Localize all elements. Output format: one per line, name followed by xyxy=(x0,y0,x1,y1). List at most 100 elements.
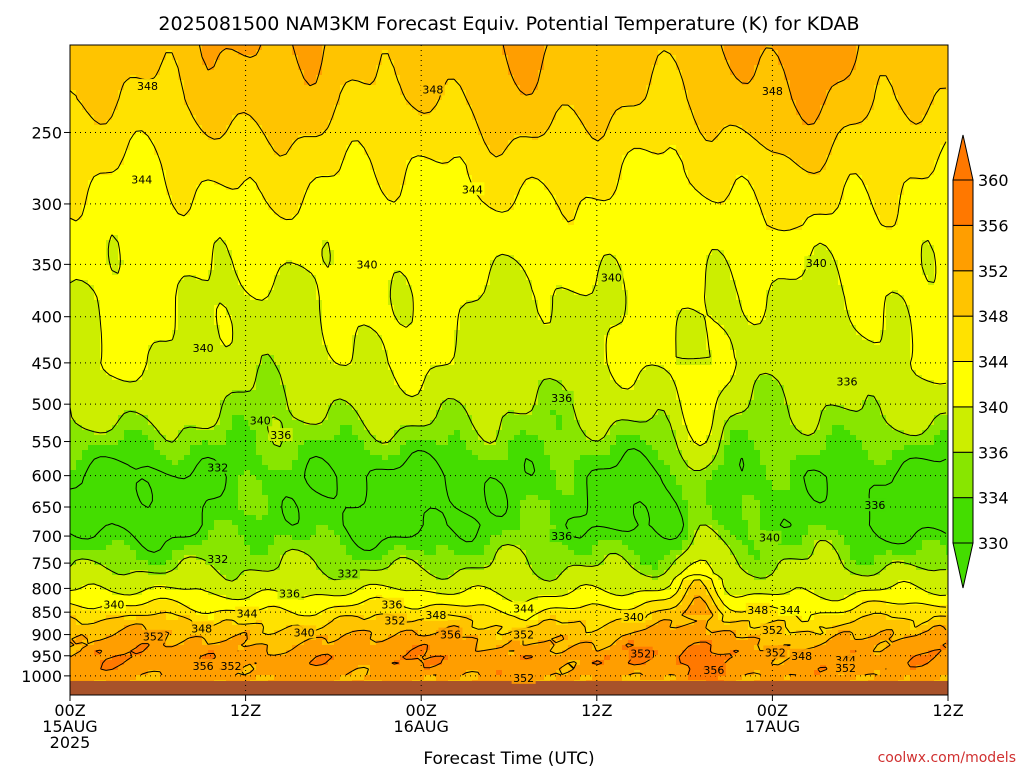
y-tick-label: 550 xyxy=(31,433,62,452)
y-tick-label: 600 xyxy=(31,467,62,486)
contour-label-text: 352 xyxy=(835,662,856,675)
contour-label: 344 xyxy=(235,606,260,621)
contour-label-text: 348 xyxy=(137,80,158,93)
colorbar-segment xyxy=(952,361,974,408)
y-tick-label: 900 xyxy=(31,626,62,645)
x-tick-label: 2025 xyxy=(50,733,91,752)
contour-label-text: 352 xyxy=(765,646,786,659)
contour-label: 336 xyxy=(862,498,887,512)
plot-frame xyxy=(69,44,949,696)
x-tick-label: 12Z xyxy=(581,701,612,720)
contour-label-text: 352 xyxy=(630,648,651,661)
contour-label-text: 332 xyxy=(207,462,228,475)
contour-label: 340 xyxy=(101,597,126,612)
contour-label-text: 336 xyxy=(270,429,291,442)
chart-title: 2025081500 NAM3KM Forecast Equiv. Potent… xyxy=(158,13,859,35)
y-tick-label: 500 xyxy=(31,395,62,414)
contour-label: 336 xyxy=(268,428,293,442)
colorbar-label: 356 xyxy=(978,216,1009,235)
contour-label-layer: 348 348 348 344 344 340 340 340 340 336 336 340 336 3… xyxy=(101,78,887,685)
contour-label-text: 352 xyxy=(384,614,405,627)
contour-label: 340 xyxy=(621,609,646,624)
x-tick-label: 17AUG xyxy=(745,717,800,736)
contour-label-text: 336 xyxy=(279,587,300,600)
contour-label: 356 xyxy=(701,662,726,677)
contour-label: 348 xyxy=(423,607,448,622)
y-tick-label: 1000 xyxy=(21,667,62,686)
contour-344 xyxy=(70,130,947,623)
contour-label: 348 xyxy=(189,621,214,635)
colorbar-label: 330 xyxy=(978,534,1009,553)
contour-label: 344 xyxy=(777,602,802,617)
colorbar-segment xyxy=(952,270,974,317)
colorbar-bottom-arrow xyxy=(952,542,974,589)
colorbar-segment xyxy=(952,315,974,362)
contour-label-text: 348 xyxy=(422,83,443,96)
contour-332 xyxy=(70,448,947,553)
contour-label-text: 356 xyxy=(193,660,214,673)
y-tick-label: 400 xyxy=(31,308,62,327)
contour-label-text: 332 xyxy=(338,567,359,580)
colorbar-label: 344 xyxy=(978,353,1009,372)
contour-label-text: 336 xyxy=(837,376,858,389)
x-tick-label: 15AUG xyxy=(42,717,97,736)
y-tick-label: 800 xyxy=(31,579,62,598)
contour-label: 340 xyxy=(191,340,216,355)
contour-340 xyxy=(70,234,947,604)
contour-label-text: 336 xyxy=(864,499,885,512)
contour-label-text: 340 xyxy=(250,414,271,427)
contour-label-text: 348 xyxy=(762,85,783,98)
contour-label-text: 340 xyxy=(193,342,214,355)
contour-label-text: 340 xyxy=(623,611,644,624)
contour-label-text: 356 xyxy=(703,664,724,677)
y-tick-label: 950 xyxy=(31,647,62,666)
contour-label: 340 xyxy=(292,625,317,639)
grid-layer xyxy=(70,45,948,695)
contour-label: 352 xyxy=(833,660,858,675)
contour-label: 352 xyxy=(628,646,653,661)
contour-label-text: 352 xyxy=(513,629,534,642)
contour-label-text: 348 xyxy=(191,622,212,635)
contour-label-text: 356 xyxy=(440,629,461,642)
contour-label-text: 340 xyxy=(806,257,827,270)
colorbar-segment xyxy=(952,406,974,453)
contour-label-text: 344 xyxy=(779,604,800,617)
contour-label-text: 340 xyxy=(357,258,378,271)
contour-label: 336 xyxy=(277,586,302,600)
y-tick-label: 250 xyxy=(31,123,62,142)
colorbar-top-arrow xyxy=(952,134,974,181)
contour-label: 340 xyxy=(757,530,782,545)
contour-label: 348 xyxy=(135,78,160,93)
y-tick-label: 450 xyxy=(31,354,62,373)
x-axis-label: Forecast Time (UTC) xyxy=(423,749,594,768)
contour-label: 352 xyxy=(511,670,536,685)
contour-label-text: 344 xyxy=(131,174,152,187)
contour-label-text: 344 xyxy=(237,608,258,621)
y-tick-label: 350 xyxy=(31,255,62,274)
contour-label: 340 xyxy=(355,257,380,271)
colorbar-label: 336 xyxy=(978,443,1009,462)
credit-text: coolwx.com/models xyxy=(878,750,1016,766)
x-tick-label: 00Z xyxy=(406,701,437,720)
contour-label: 356 xyxy=(438,627,463,642)
contour-label-text: 340 xyxy=(103,599,124,612)
contour-label: 332 xyxy=(205,551,230,566)
contour-label-text: 348 xyxy=(791,650,812,663)
contour-label: 348 xyxy=(745,602,770,617)
contour-label-text: 348 xyxy=(425,609,446,622)
contour-label-text: 352 xyxy=(513,672,534,685)
contour-label-text: 332 xyxy=(207,553,228,566)
contour-label-text: 352 xyxy=(143,631,164,644)
contour-label: 352 xyxy=(382,613,407,627)
contour-label-text: 336 xyxy=(381,599,402,612)
colorbar-label: 360 xyxy=(978,171,1009,190)
contour-label: 352 xyxy=(218,658,243,673)
contour-label: 332 xyxy=(205,460,230,475)
contour-label-text: 340 xyxy=(759,532,780,545)
x-tick-label: 12Z xyxy=(932,701,963,720)
contour-label: 352 xyxy=(763,645,788,659)
y-tick-label: 750 xyxy=(31,554,62,573)
contour-label: 348 xyxy=(760,84,785,98)
